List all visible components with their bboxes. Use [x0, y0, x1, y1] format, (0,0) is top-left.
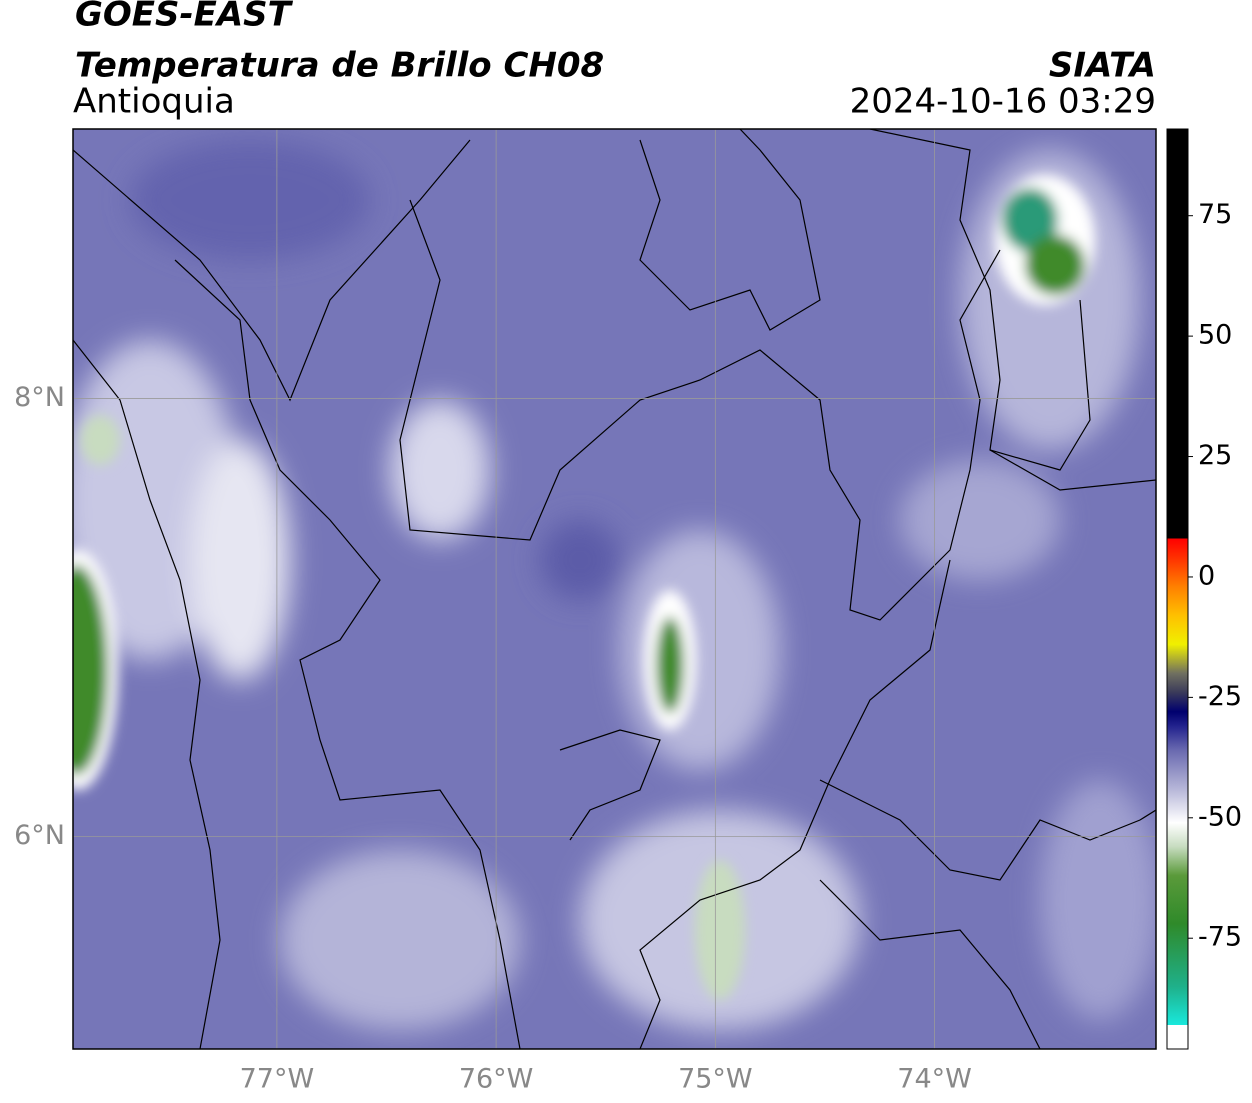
timestamp: 2024-10-16 03:29 [850, 82, 1156, 122]
colorbar-tick-label: -75 [1198, 922, 1242, 953]
lon-label: 77°W [240, 1064, 315, 1095]
lon-label: 74°W [897, 1064, 972, 1095]
lon-label: 75°W [678, 1064, 753, 1095]
lon-label: 76°W [459, 1064, 534, 1095]
region: Antioquia [73, 82, 235, 122]
lat-label: 8°N [14, 382, 65, 413]
colorbar-tick-label: 75 [1198, 199, 1232, 230]
title: GOES-EAST [75, 0, 294, 35]
map-field [73, 129, 1156, 1049]
source: SIATA [1049, 46, 1156, 86]
cold-tops [73, 175, 1095, 1000]
colorbar-tick-label: -50 [1198, 801, 1242, 832]
borders [73, 129, 1156, 1049]
subtitle: Temperatura de Brillo CH08 [75, 46, 604, 86]
colorbar-tick-label: 25 [1198, 440, 1232, 471]
colorbar-tick-label: -25 [1198, 681, 1242, 712]
map-frame [72, 128, 1157, 1050]
colorbar-tick-label: 0 [1198, 560, 1215, 591]
lat-label: 6°N [14, 820, 65, 851]
colorbar [1166, 128, 1189, 1050]
colorbar-tick-label: 50 [1198, 320, 1232, 351]
grid [73, 129, 1156, 1049]
